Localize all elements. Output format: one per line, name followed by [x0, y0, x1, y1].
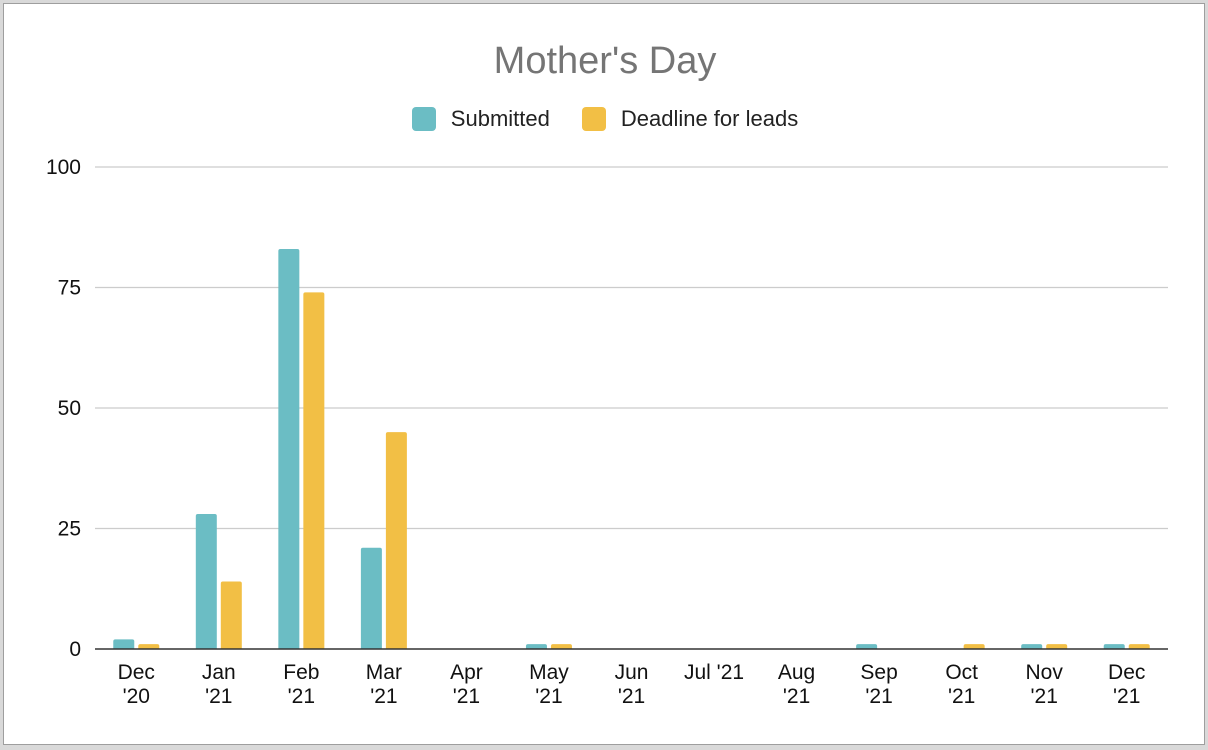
x-tick-label: Sep '21 [860, 661, 897, 708]
x-tick-label: Nov '21 [1026, 661, 1064, 708]
bar-deadline [138, 644, 160, 649]
legend-swatch-submitted [411, 107, 436, 131]
legend-item-submitted[interactable]: Submitted [411, 106, 550, 132]
bar-submitted [278, 248, 300, 649]
x-tick-label: Apr '21 [450, 661, 483, 708]
y-tick-label: 50 [58, 397, 81, 420]
bar-submitted [1021, 644, 1043, 649]
x-tick-label: May '21 [529, 661, 569, 708]
legend-label-deadline: Deadline for leads [620, 106, 799, 131]
bar-deadline [220, 581, 242, 649]
bar-deadline [550, 644, 572, 649]
x-tick-label: Aug '21 [778, 661, 815, 708]
y-tick-label: 0 [69, 638, 81, 661]
bar-deadline [303, 292, 325, 649]
x-tick-label: Jun '21 [615, 661, 649, 708]
bar-submitted [195, 514, 217, 649]
legend-label-submitted: Submitted [450, 106, 550, 131]
bar-submitted [113, 639, 135, 649]
y-tick-label: 75 [58, 277, 81, 300]
chart-container[interactable]: Mother's Day Submitted Deadline for lead… [3, 3, 1205, 745]
bar-submitted [856, 644, 878, 649]
x-tick-label: Feb '21 [283, 661, 319, 708]
x-tick-label: Oct '21 [945, 661, 978, 708]
chart-plot-area: 0 25 50 75 100 Dec '20 Jan '21 Feb '21 Mar '21 Apr '21… [46, 156, 1168, 708]
x-tick-label: Dec '21 [1108, 661, 1145, 708]
legend-swatch-deadline [581, 107, 606, 131]
bar-submitted [1103, 644, 1125, 649]
y-tick-label: 100 [46, 156, 81, 179]
bar-deadline [385, 432, 407, 649]
x-tick-label: Jul '21 [684, 661, 744, 684]
x-tick-label: Mar '21 [366, 661, 402, 708]
legend-item-deadline[interactable]: Deadline for leads [581, 106, 799, 132]
bar-submitted [525, 644, 547, 649]
bar-deadline [1046, 644, 1068, 649]
x-tick-label: Dec '20 [118, 661, 155, 708]
bar-deadline [963, 644, 985, 649]
bar-deadline [1128, 644, 1150, 649]
bar-submitted [360, 547, 382, 649]
y-tick-label: 25 [58, 518, 81, 541]
x-tick-label: Jan '21 [202, 661, 236, 708]
chart-legend: Submitted Deadline for leads [4, 106, 1206, 132]
chart-title: Mother's Day [493, 40, 717, 82]
